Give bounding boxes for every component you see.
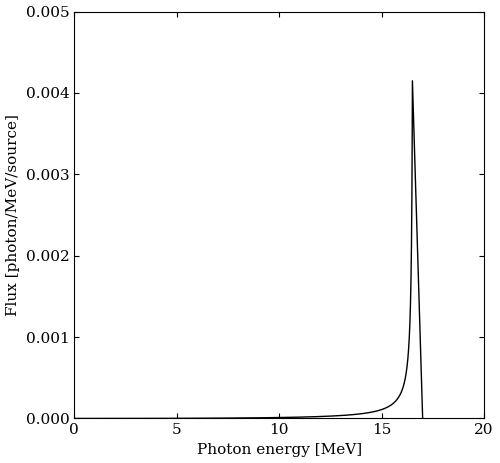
Y-axis label: Flux [photon/MeV/source]: Flux [photon/MeV/source] <box>6 114 20 316</box>
X-axis label: Photon energy [MeV]: Photon energy [MeV] <box>196 443 362 457</box>
